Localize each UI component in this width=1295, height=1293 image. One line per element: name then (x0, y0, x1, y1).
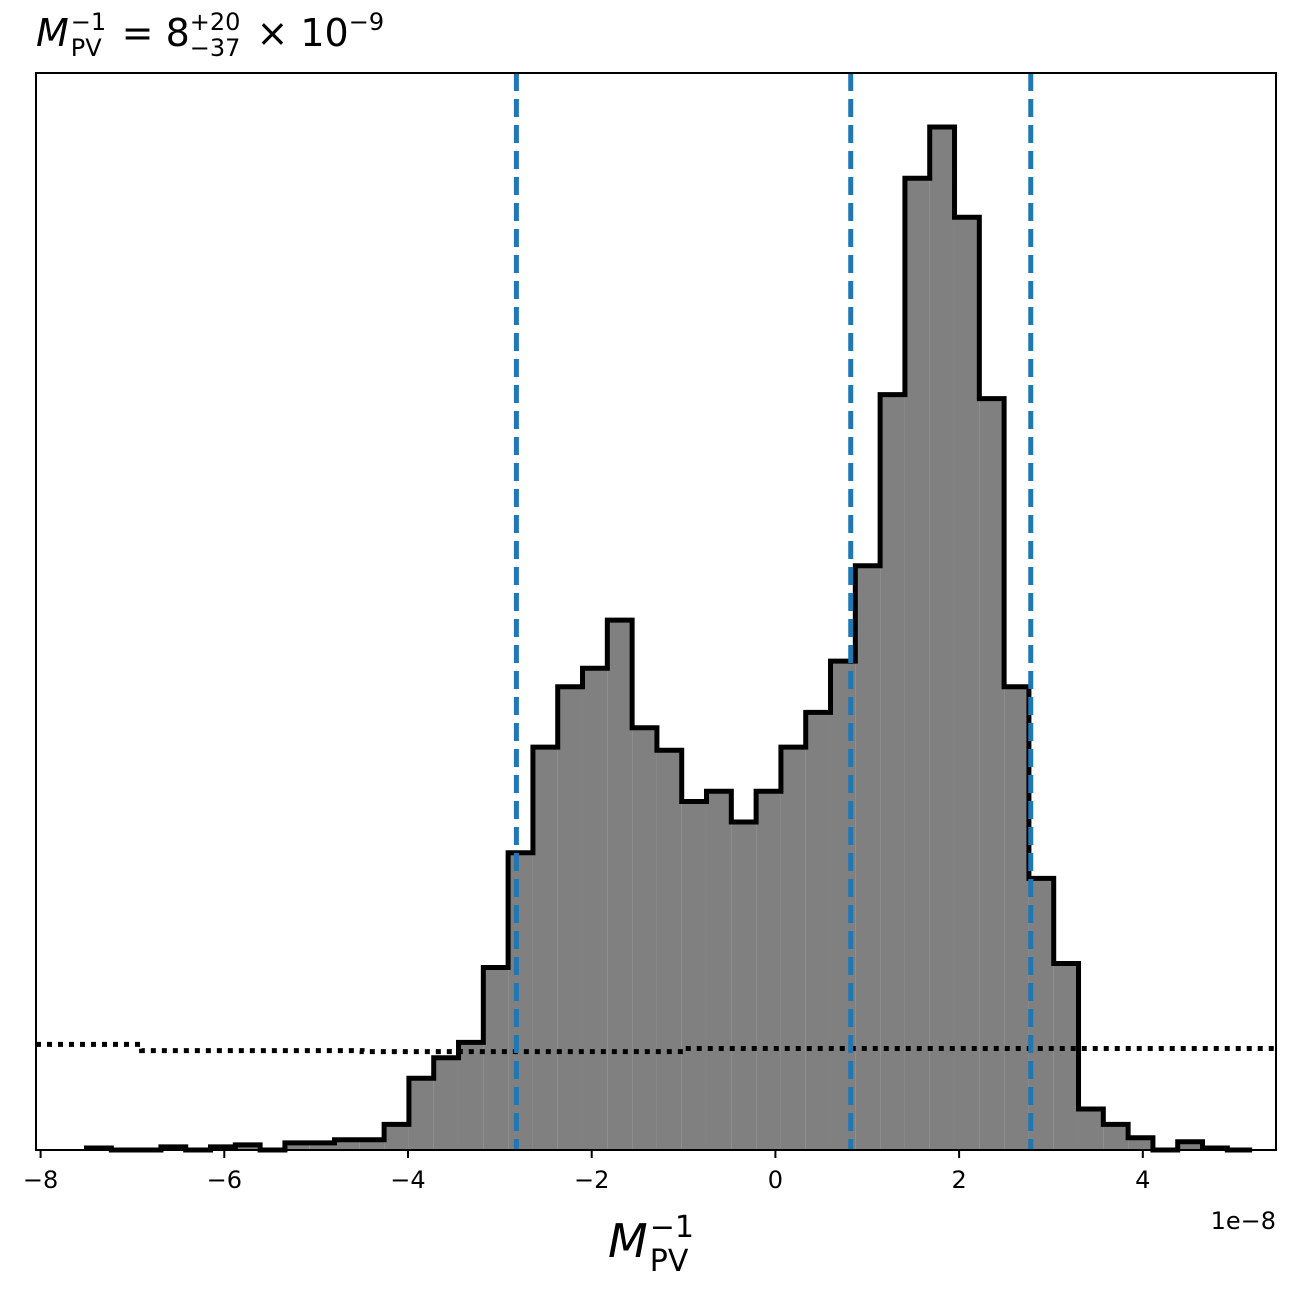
histogram-bar (1128, 1137, 1153, 1150)
histogram-bar (458, 1042, 484, 1150)
x-tick-label: −4 (390, 1166, 425, 1194)
histogram-bar (979, 398, 1005, 1150)
histogram-bars (84, 124, 1253, 1153)
histogram-bar (384, 1124, 409, 1150)
prior-line (36, 1041, 1276, 1055)
histogram-bar (359, 1139, 385, 1150)
histogram-outline (84, 124, 1253, 1153)
histogram-bar (706, 791, 732, 1150)
histogram-bar (632, 727, 657, 1150)
x-tick-label: −6 (207, 1166, 242, 1194)
histogram-bar (1004, 686, 1029, 1150)
x-tick-label: −2 (574, 1166, 609, 1194)
histogram-bar (483, 967, 509, 1150)
x-tick-label: 4 (1135, 1166, 1150, 1194)
x-tick-label: −8 (23, 1166, 58, 1194)
histogram-bar (532, 747, 558, 1150)
histogram-bar (929, 127, 955, 1151)
histogram-bar (334, 1139, 360, 1150)
histogram-bar (309, 1142, 335, 1150)
histogram-bar (805, 712, 831, 1150)
histogram-bar (731, 822, 757, 1150)
x-axis-ticks: −8 −6 −4 −2 0 2 4 (23, 1150, 1150, 1194)
chart-title: M−1 PV = 8+20 −37 × 10−9 (36, 8, 384, 62)
histogram-bar (557, 686, 583, 1150)
histogram-bar (433, 1057, 459, 1150)
histogram-bar (681, 801, 707, 1150)
title-err-plus: +20 (190, 8, 241, 36)
xlabel-sup: −1 (650, 1210, 694, 1245)
xlabel-symbol: M (608, 1214, 648, 1268)
x-tick-label: 2 (951, 1166, 966, 1194)
histogram-bar (880, 394, 905, 1150)
histogram-bar (904, 178, 930, 1151)
title-sub: PV (71, 34, 102, 62)
title-times: × 10 (244, 11, 348, 55)
histogram-bar (508, 852, 533, 1150)
title-symbol: M (36, 11, 69, 55)
histogram-bar (780, 747, 806, 1150)
title-err-minus: −37 (190, 34, 241, 62)
histogram-bar (607, 620, 633, 1150)
histogram-bar (408, 1078, 434, 1150)
title-sup: −1 (71, 8, 106, 36)
title-exponent: −9 (349, 8, 384, 36)
x-offset-label: 1e−8 (1211, 1207, 1276, 1235)
histogram-bar (756, 791, 781, 1150)
x-axis-label: M−1 PV (608, 1210, 694, 1279)
histogram-bar (1053, 963, 1079, 1150)
plot-frame (35, 72, 1277, 1151)
histogram-bar (235, 1144, 261, 1150)
x-tick-label: 0 (768, 1166, 783, 1194)
title-equals: = 8 (110, 11, 190, 55)
xlabel-sub: PV (650, 1244, 689, 1279)
histogram-bar (582, 668, 608, 1150)
prior-curve (36, 1041, 1276, 1055)
histogram-bar (284, 1142, 310, 1150)
histogram-bar (1078, 1109, 1104, 1150)
histogram-bar (656, 750, 682, 1150)
histogram-bar (855, 565, 881, 1150)
histogram-bar (1103, 1124, 1129, 1150)
quantile-lines (513, 73, 1034, 1150)
histogram-bar (954, 217, 980, 1150)
histogram-bar (1177, 1141, 1203, 1150)
